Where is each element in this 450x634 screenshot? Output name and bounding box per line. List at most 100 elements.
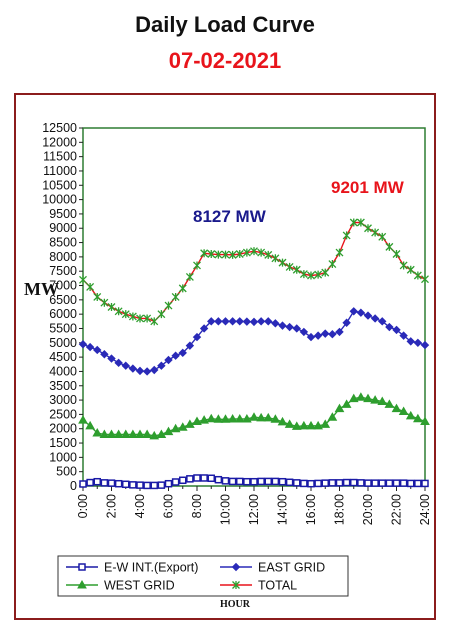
data-point — [164, 301, 173, 310]
data-point — [129, 481, 137, 489]
data-point — [327, 412, 338, 421]
data-point — [164, 355, 173, 365]
data-point — [171, 292, 180, 301]
data-point — [135, 429, 145, 438]
data-point — [99, 429, 110, 438]
data-point — [285, 262, 294, 271]
data-point — [150, 317, 159, 326]
data-point — [164, 479, 173, 488]
y-tick-label: 4500 — [49, 350, 77, 364]
data-point — [228, 250, 237, 259]
data-point — [413, 338, 423, 348]
data-point — [377, 396, 388, 406]
x-tick-label: 4:00 — [133, 494, 147, 518]
legend-marker — [232, 581, 240, 589]
data-point — [243, 477, 251, 486]
data-point — [421, 479, 429, 488]
data-point — [136, 314, 144, 323]
data-point — [399, 479, 408, 487]
data-point — [142, 367, 152, 376]
x-tick-label: 24:00 — [418, 494, 432, 525]
data-point — [106, 429, 117, 438]
data-point — [156, 429, 167, 438]
data-point — [285, 322, 294, 332]
data-point — [299, 420, 309, 430]
data-point — [163, 426, 174, 436]
y-tick-label: 10000 — [42, 193, 77, 207]
data-point — [235, 317, 244, 326]
legend-label: WEST GRID — [104, 579, 175, 593]
data-point — [342, 231, 351, 240]
data-point — [349, 307, 358, 316]
data-point — [271, 477, 280, 486]
data-point — [78, 340, 88, 349]
y-tick-label: 12500 — [42, 121, 77, 135]
data-point — [399, 331, 408, 340]
data-point — [185, 419, 195, 428]
data-point — [107, 479, 116, 487]
data-point — [149, 430, 160, 440]
legend-label: E-W INT.(Export) — [104, 561, 198, 575]
data-point — [221, 317, 230, 326]
data-point — [221, 477, 230, 485]
data-point — [214, 475, 223, 484]
data-point — [263, 412, 274, 422]
data-point — [234, 413, 245, 423]
y-tick-label: 11500 — [43, 150, 77, 164]
data-point — [214, 250, 223, 259]
data-point — [364, 224, 372, 233]
data-point — [185, 272, 194, 281]
x-tick-label: 8:00 — [190, 494, 204, 518]
y-tick-label: 10500 — [42, 178, 77, 192]
y-tick-label: 9000 — [49, 221, 77, 235]
data-point — [100, 298, 109, 307]
data-point — [300, 479, 308, 488]
data-point — [392, 479, 401, 487]
data-point — [199, 324, 209, 333]
data-point — [199, 415, 209, 424]
data-point — [349, 218, 358, 227]
data-point — [250, 247, 258, 256]
y-tick-label: 12000 — [42, 135, 77, 149]
x-tick-label: 22:00 — [390, 494, 404, 525]
data-point — [299, 327, 309, 337]
data-point — [256, 317, 266, 326]
data-point — [385, 322, 394, 332]
data-point — [150, 365, 159, 375]
data-point — [178, 348, 187, 358]
data-point — [293, 479, 301, 487]
data-point — [421, 275, 429, 284]
data-point — [128, 364, 138, 373]
data-point — [92, 428, 103, 437]
data-point — [385, 479, 394, 487]
data-point — [142, 429, 152, 438]
legend-marker — [77, 579, 87, 589]
data-point — [207, 474, 215, 483]
data-point — [193, 474, 201, 482]
y-tick-label: 500 — [56, 465, 77, 479]
data-point — [114, 358, 123, 368]
y-tick-label: 0 — [70, 479, 77, 493]
data-point — [136, 481, 144, 489]
data-point — [334, 403, 345, 413]
data-point — [357, 479, 365, 487]
data-point — [179, 476, 187, 485]
data-point — [313, 331, 323, 340]
data-point — [257, 477, 265, 486]
data-point — [228, 317, 237, 326]
data-point — [186, 475, 194, 483]
data-point — [328, 260, 337, 269]
data-point — [157, 361, 166, 370]
x-axis-label: HOUR — [220, 599, 251, 610]
data-point — [121, 361, 130, 370]
data-point — [278, 321, 287, 330]
data-point — [406, 337, 415, 346]
data-point — [100, 350, 109, 359]
chart-date: 07-02-2021 — [168, 48, 282, 73]
data-point — [122, 480, 130, 489]
data-point — [271, 319, 280, 328]
data-point — [171, 351, 180, 360]
y-tick-label: 1500 — [49, 436, 77, 450]
x-tick-label: 12:00 — [247, 494, 261, 525]
